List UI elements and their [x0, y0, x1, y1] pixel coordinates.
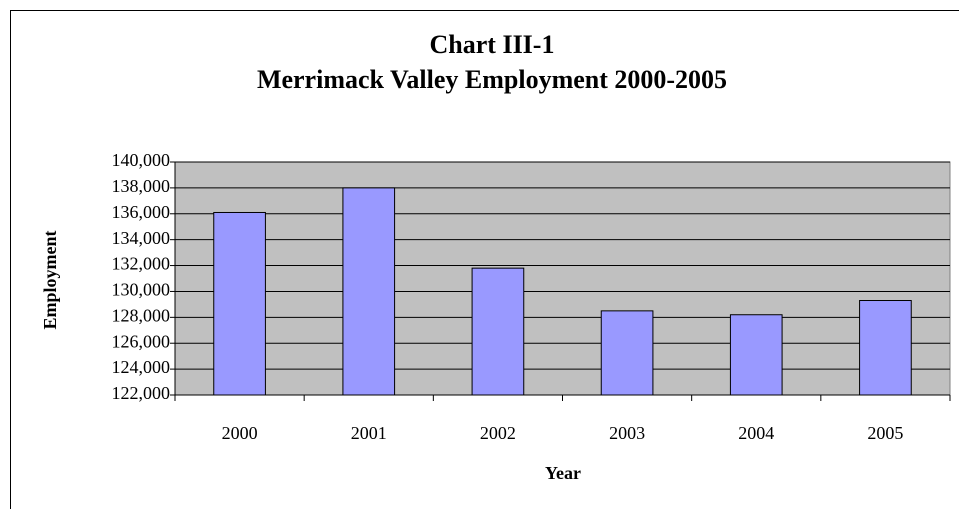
x-tick-label: 2002 [480, 423, 516, 443]
y-tick-label: 130,000 [112, 280, 171, 300]
bar [342, 187, 396, 396]
x-tick-label: 2000 [222, 423, 258, 443]
x-tick-label: 2001 [351, 423, 387, 443]
y-tick-label: 138,000 [112, 176, 171, 196]
y-tick-label: 128,000 [112, 305, 171, 325]
y-tick-label: 132,000 [112, 254, 171, 274]
plot-area [174, 161, 951, 396]
y-tick-label: 140,000 [112, 150, 171, 170]
y-tick-label: 124,000 [112, 357, 171, 377]
bar [729, 314, 783, 396]
y-tick-label: 134,000 [112, 228, 171, 248]
bar [213, 211, 266, 396]
x-tick-label: 2004 [738, 423, 774, 443]
x-axis-title: Year [545, 463, 581, 483]
chart-title: Chart III-1 [430, 30, 555, 59]
x-tick-label: 2003 [609, 423, 645, 443]
chart-subtitle: Merrimack Valley Employment 2000-2005 [257, 65, 727, 94]
bar [471, 267, 525, 396]
x-tick-label: 2005 [867, 423, 903, 443]
y-tick-label: 136,000 [112, 202, 171, 222]
y-tick-label: 122,000 [112, 383, 171, 403]
y-tick-label: 126,000 [112, 331, 171, 351]
bar [600, 310, 654, 396]
bar [859, 300, 912, 396]
chart-frame [10, 10, 959, 509]
y-axis-title: Employment [40, 230, 60, 329]
